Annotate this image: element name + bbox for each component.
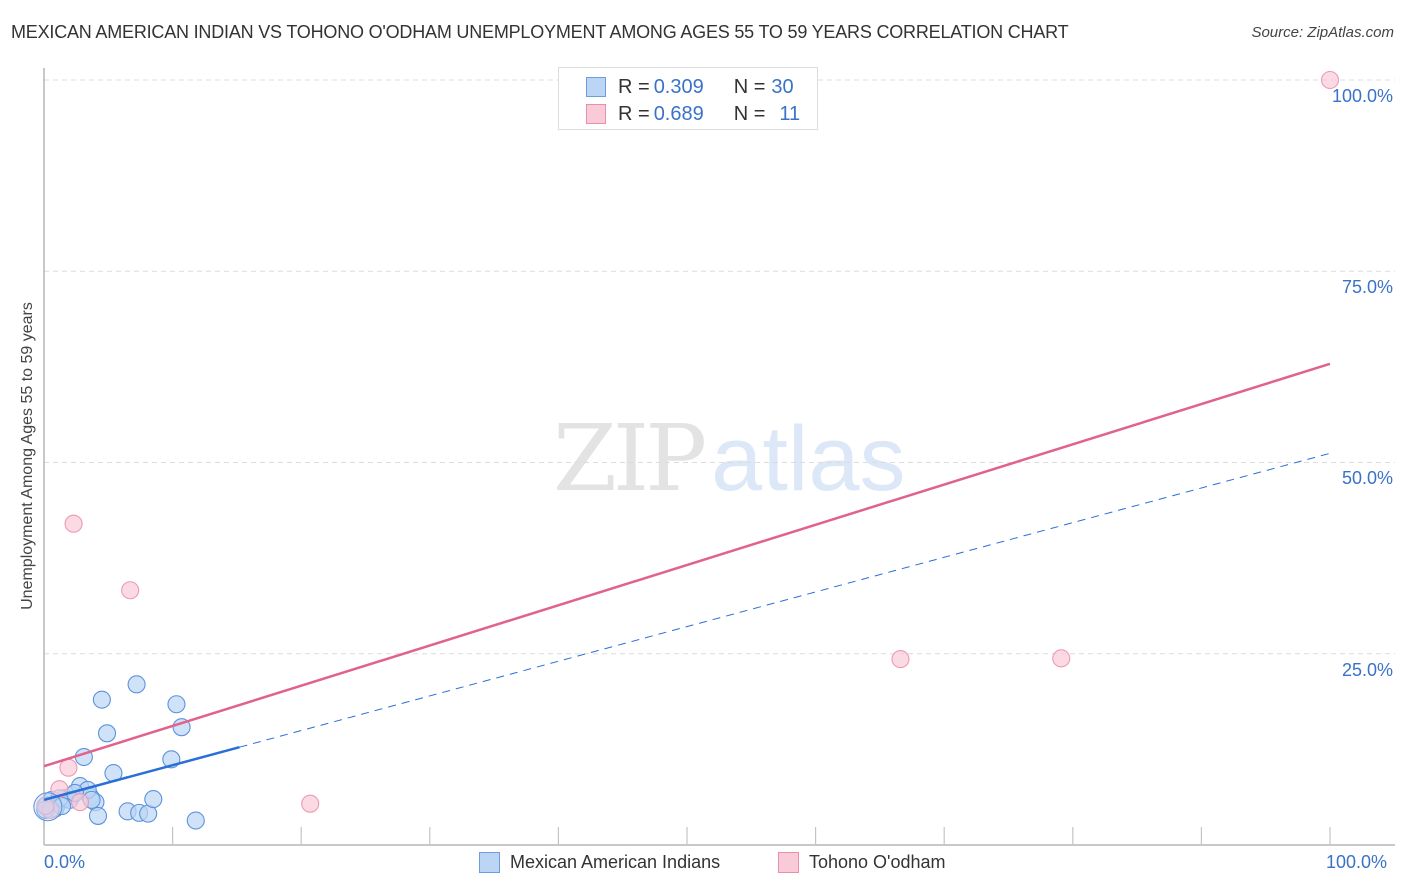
data-point-mexican-american-indians (186, 811, 205, 830)
y-tick-25: 25.0% (1341, 660, 1393, 680)
y-axis-label: Unemployment Among Ages 55 to 59 years (19, 302, 36, 610)
y-tick-50: 50.0% (1341, 468, 1393, 488)
r-label: R = (618, 102, 650, 125)
data-point-mexican-american-indians (97, 724, 117, 743)
x-tick-0: 0.0% (44, 852, 86, 872)
legend-label: Mexican American Indians (510, 852, 721, 872)
data-point-tohono-oodham (1052, 649, 1071, 668)
data-point-cluster (33, 792, 63, 822)
legend-label: Tohono O'odham (809, 852, 946, 872)
blue-legend-swatch-icon (479, 852, 500, 873)
data-point-mexican-american-indians (167, 695, 186, 714)
source-label: Source: ZipAtlas.com (1251, 24, 1394, 41)
data-point-tohono-oodham (70, 793, 90, 812)
trend-line-mexican-american-indians (43, 745, 240, 802)
data-point-tohono-oodham (64, 514, 83, 533)
correlation-stats-box: R = 0.309 N = 30 R = 0.689 N = 11 (558, 67, 818, 130)
stats-row-mexican-american-indians: R = 0.309 N = 30 (586, 75, 794, 99)
data-point-tohono-oodham (1320, 70, 1340, 90)
y-tick-75: 75.0% (1341, 277, 1393, 297)
n-value: 11 (779, 102, 801, 125)
data-point-tohono-oodham (59, 758, 78, 777)
n-value: 30 (771, 75, 794, 98)
legend-item-mexican-american-indians[interactable]: Mexican American Indians (479, 852, 720, 873)
x-tick-100: 100.0% (1326, 852, 1388, 872)
data-point-mexican-american-indians (127, 675, 146, 694)
trend-line-extrapolated-mexican-american-indians (239, 452, 1331, 748)
data-point-tohono-oodham (891, 650, 910, 669)
pink-swatch-icon (586, 104, 606, 124)
data-point-tohono-oodham (121, 581, 140, 600)
blue-swatch-icon (586, 77, 606, 97)
pink-legend-swatch-icon (778, 852, 799, 873)
n-label: N = (733, 102, 766, 125)
data-point-mexican-american-indians (88, 806, 108, 825)
chart-title: MEXICAN AMERICAN INDIAN VS TOHONO O'ODHA… (11, 22, 1069, 42)
r-value: 0.689 (653, 102, 704, 125)
data-point-tohono-oodham (301, 794, 320, 813)
r-label: R = (618, 75, 650, 98)
data-point-tohono-oodham (36, 796, 55, 816)
legend-item-tohono-oodham[interactable]: Tohono O'odham (778, 852, 946, 873)
y-tick-100: 100.0% (1331, 86, 1393, 106)
data-point-mexican-american-indians (92, 690, 111, 709)
r-value: 0.309 (653, 75, 704, 98)
stats-row-tohono-oodham: R = 0.689 N = 11 (586, 102, 800, 126)
data-point-mexican-american-indians (144, 790, 163, 809)
n-label: N = (733, 75, 766, 98)
trend-line-tohono-oodham (43, 362, 1331, 768)
